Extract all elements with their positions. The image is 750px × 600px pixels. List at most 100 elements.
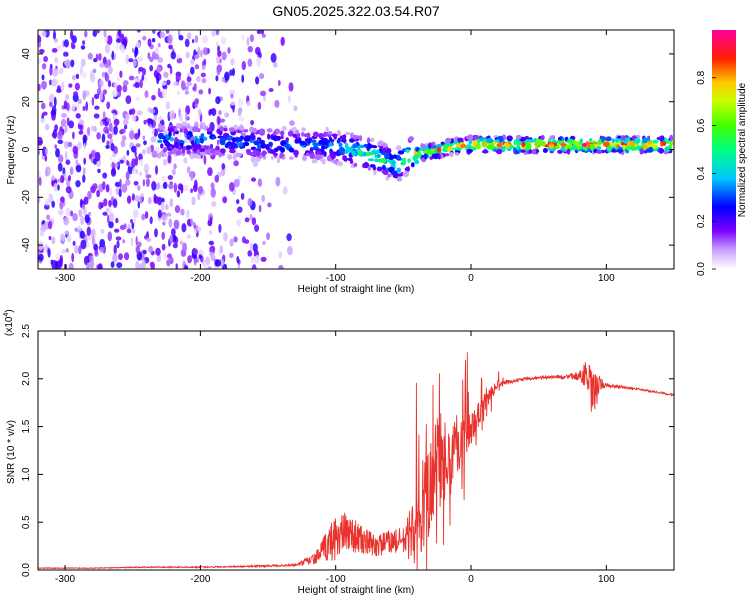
- spectrogram-noise-cell: [108, 220, 114, 229]
- spectrogram-noise-cell: [155, 165, 158, 175]
- spectrogram-noise-cell: [102, 172, 108, 179]
- spectrogram-ridge-cell: [199, 151, 207, 156]
- spectrogram-noise-cell: [244, 217, 250, 223]
- spectrogram-ridge-cell: [350, 132, 354, 139]
- spectrogram-ridge-cell: [573, 140, 579, 146]
- spectrogram-noise-cell: [191, 39, 195, 44]
- spectrogram-ridge-cell: [291, 126, 297, 133]
- spectrogram-noise-cell: [232, 104, 235, 113]
- spectrogram-noise-cell: [193, 83, 197, 92]
- spectrogram-noise-cell: [84, 30, 88, 38]
- spectrogram-noise-cell: [92, 68, 97, 74]
- spectrogram-noise-cell: [42, 111, 48, 116]
- spectrogram-ridge-cell: [211, 135, 217, 140]
- spectrogram-noise-cell: [192, 221, 196, 227]
- spectrogram-ridge-cell: [164, 141, 171, 147]
- spectrogram-ridge-cell: [190, 140, 195, 146]
- spectrogram-noise-cell: [161, 175, 166, 182]
- spectrogram-noise-cell: [251, 264, 257, 269]
- spectrogram-ridge-cell: [528, 149, 533, 154]
- spectrogram-noise-cell: [230, 58, 235, 66]
- spectrogram-noise-cell: [209, 108, 213, 115]
- spectrogram-noise-cell: [95, 30, 101, 34]
- spectrogram-noise-cell: [211, 30, 216, 37]
- spectrogram-ridge-cell: [397, 150, 405, 155]
- spectrogram-noise-cell: [103, 198, 108, 207]
- spectrogram-ridge-cell: [257, 144, 261, 150]
- spectrogram-ridge-cell: [449, 151, 454, 158]
- spectrogram-noise-cell: [80, 239, 87, 250]
- spectrogram-noise-cell: [38, 176, 42, 186]
- spectrogram-noise-cell: [169, 256, 174, 265]
- spectrogram-noise-cell: [52, 67, 58, 77]
- spectrogram-ridge-cell: [382, 164, 386, 171]
- spectrogram-noise-cell: [135, 260, 140, 269]
- spectrogram-noise-cell: [38, 49, 45, 54]
- spectrogram-noise-cell: [144, 211, 149, 219]
- spectrogram-noise-cell: [41, 30, 47, 37]
- spectrogram-noise-cell: [141, 74, 145, 81]
- spectrogram-noise-cell: [194, 98, 200, 105]
- spectrogram-noise-cell: [229, 238, 234, 247]
- spectrogram-noise-cell: [51, 200, 55, 208]
- spectrogram-noise-cell: [75, 165, 82, 173]
- spectrogram-ridge-cell: [250, 156, 256, 163]
- spectrogram-noise-cell: [191, 196, 196, 206]
- spectrogram-ridge-cell: [368, 151, 374, 156]
- spectrogram-noise-cell: [221, 51, 227, 61]
- spectrogram-ridge-cell: [455, 147, 463, 151]
- snr-series-line: [38, 352, 674, 570]
- spectrogram-noise-cell: [254, 254, 260, 265]
- spectrogram-noise-cell: [112, 198, 118, 208]
- snr-y-tick-label: 1.0: [21, 467, 32, 481]
- spectrogram-noise-cell: [101, 133, 106, 143]
- spectrogram-noise-cell: [179, 240, 184, 246]
- spectrogram-ridge-cell: [566, 148, 571, 155]
- spectrogram-ridge-cell: [227, 154, 233, 160]
- spectrogram-noise-cell: [70, 30, 74, 40]
- spectrogram-noise-cell: [190, 188, 194, 193]
- spectrogram-ridge-cell: [228, 127, 235, 133]
- spectrogram-noise-cell: [229, 252, 234, 258]
- spectrogram-noise-cell: [150, 136, 157, 143]
- spectrogram-ridge-cell: [665, 139, 670, 144]
- spectrogram-noise-cell: [186, 76, 192, 83]
- spectrogram-noise-cell: [190, 218, 193, 226]
- spectrogram-noise-cell: [38, 169, 41, 179]
- spectrogram-noise-cell: [104, 63, 110, 69]
- spectrogram-noise-cell: [65, 186, 72, 194]
- spectrogram-noise-cell: [198, 89, 204, 95]
- spectrogram-noise-cell: [60, 175, 65, 184]
- spectrogram-noise-cell: [111, 89, 118, 98]
- spectrogram-noise-cell: [145, 169, 148, 176]
- spectrogram-noise-cell: [241, 236, 246, 244]
- spectrogram-ridge-cell: [373, 169, 377, 176]
- spectrogram-noise-cell: [81, 71, 88, 79]
- spectrogram-ridge-cell: [299, 140, 306, 146]
- spectrogram-noise-cell: [103, 126, 109, 134]
- spectrogram-noise-cell: [193, 248, 199, 256]
- spectrogram-noise-cell: [54, 144, 57, 150]
- spectrogram-ridge-cell: [535, 139, 542, 146]
- spectrogram-noise-cell: [256, 30, 262, 35]
- spectrogram-noise-cell: [139, 171, 143, 176]
- spectrogram-ridge-cell: [380, 157, 387, 164]
- spectrogram-noise-cell: [135, 155, 138, 166]
- spectrogram-noise-cell: [119, 159, 124, 164]
- spectrogram-noise-cell: [210, 187, 216, 198]
- spectrogram-noise-cell: [184, 38, 190, 48]
- spectrogram-noise-cell: [44, 123, 50, 131]
- spectrogram-ridge-cell: [466, 135, 471, 140]
- spectrogram-ridge-cell: [295, 138, 302, 144]
- spectrogram-noise-cell: [134, 195, 141, 202]
- spectrogram-noise-cell: [59, 201, 64, 210]
- spectrogram-noise-cell: [197, 46, 201, 57]
- spectrogram-ridge-cell: [160, 143, 164, 149]
- spectrogram-ridge-cell: [168, 131, 172, 137]
- spectrogram-ridge-cell: [391, 160, 397, 165]
- spectrogram-ridge-cell: [468, 139, 473, 145]
- spectrogram-noise-cell: [256, 56, 262, 67]
- spectrogram-noise-cell: [56, 88, 62, 93]
- spectrogram-noise-cell: [52, 129, 58, 139]
- spectrogram-ridge-cell: [643, 143, 647, 150]
